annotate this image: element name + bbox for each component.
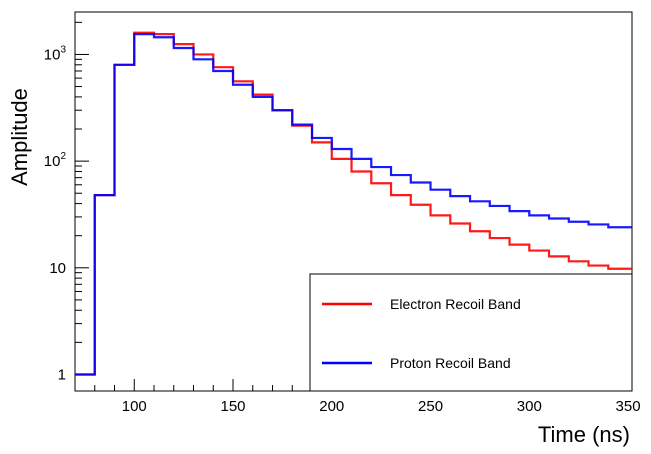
series-group — [75, 31, 632, 376]
electron-recoil-band-line — [75, 31, 632, 376]
x-tick-label: 350 — [616, 398, 641, 415]
y-tick-base: 10 — [49, 260, 66, 277]
y-tick-base: 10 — [44, 153, 61, 170]
legend-box — [309, 273, 633, 392]
y-tick-label: 10 — [49, 260, 66, 277]
y-tick-label: 1 — [58, 366, 66, 383]
y-tick-exponent: 2 — [60, 151, 66, 162]
legend: Electron Recoil Band Proton Recoil Band — [309, 273, 633, 392]
x-tick-label: 250 — [418, 398, 443, 415]
x-tick-label: 100 — [122, 398, 147, 415]
x-tick-label: 300 — [517, 398, 542, 415]
y-tick-base: 10 — [44, 46, 61, 63]
y-tick-exponent: 3 — [60, 44, 66, 55]
legend-label: Electron Recoil Band — [390, 296, 521, 312]
legend-label: Proton Recoil Band — [390, 355, 511, 371]
y-axis-label: Amplitude — [7, 88, 32, 186]
y-tick-label: 103 — [44, 44, 67, 63]
x-tick-label: 150 — [220, 398, 245, 415]
x-axis-label: Time (ns) — [538, 422, 630, 447]
x-tick-label: 200 — [319, 398, 344, 415]
y-tick-label: 102 — [44, 151, 67, 170]
y-tick-base: 1 — [58, 366, 66, 383]
proton-recoil-band-line — [75, 33, 632, 376]
